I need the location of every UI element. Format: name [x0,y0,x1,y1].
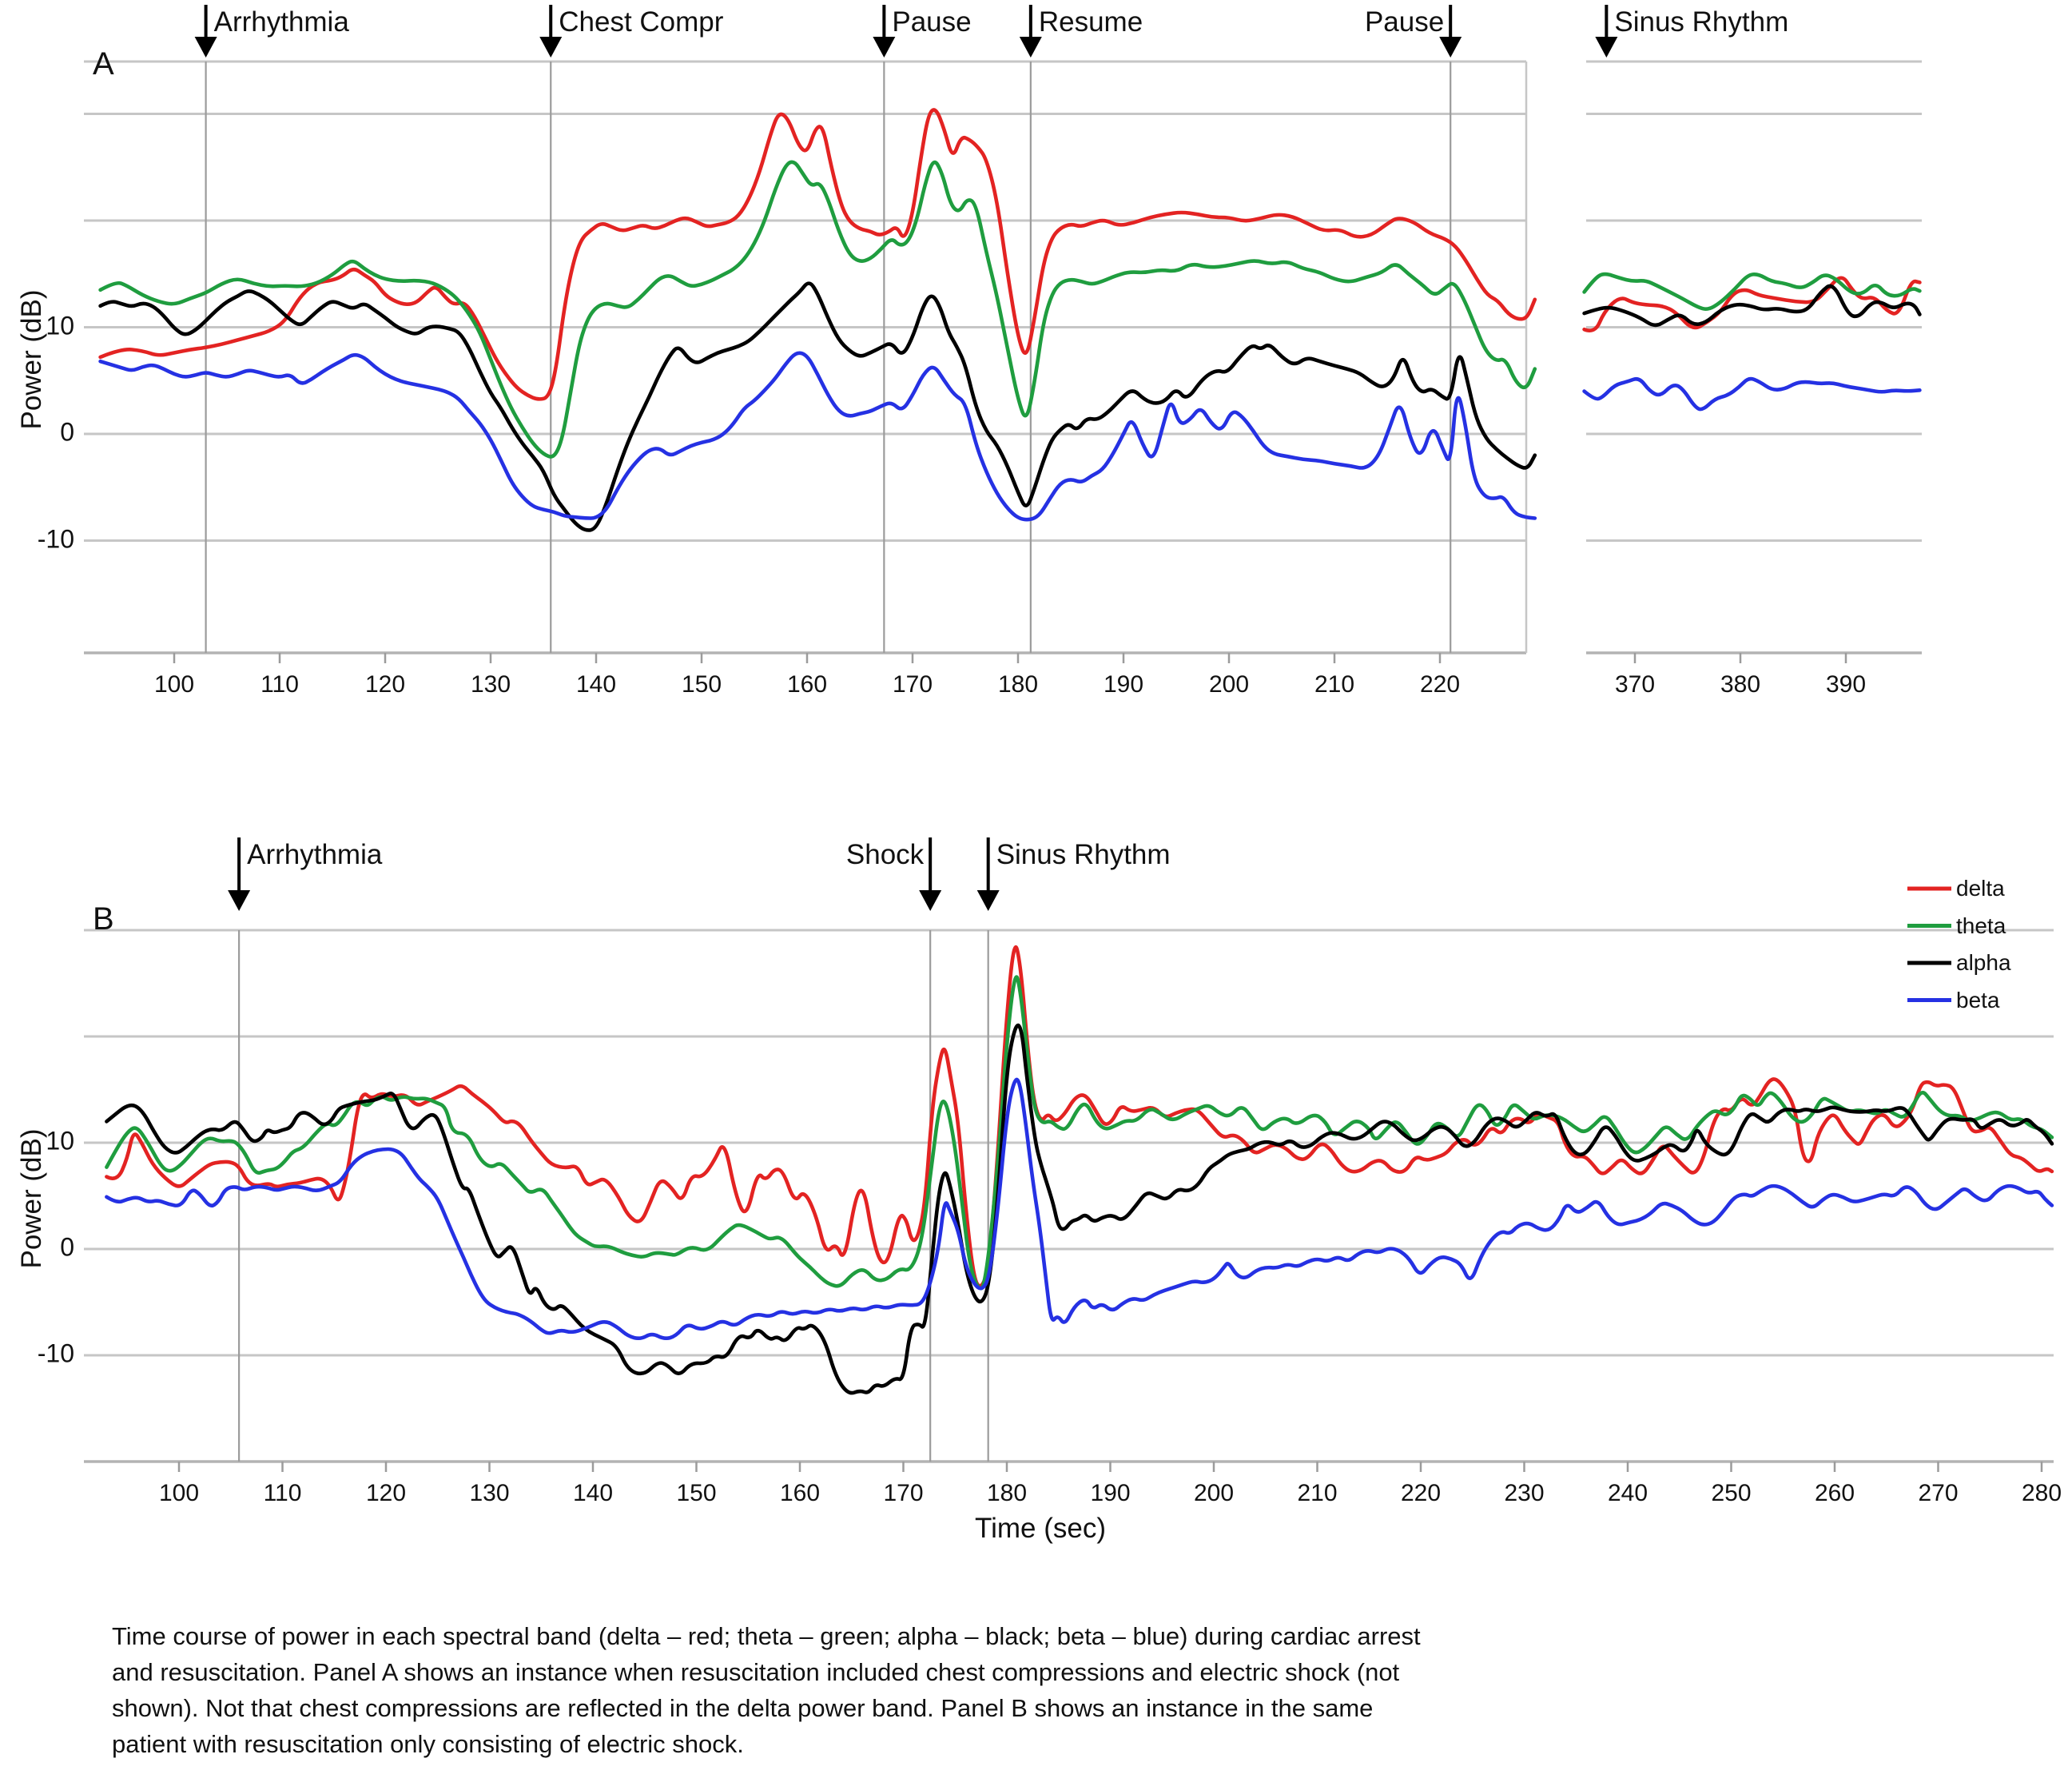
caption-line: and resuscitation. Panel A shows an inst… [112,1657,1400,1686]
y-tick-label: -10 [37,524,74,554]
event-annotation-sinus-rhythm: Sinus Rhythm [1614,6,1789,38]
x-tick-label: 210 [1314,671,1355,698]
event-annotation-pause: Pause [1364,6,1445,38]
legend-label-beta: beta [1956,987,2000,1012]
x-tick-label: 120 [364,671,406,698]
caption-line: Time course of power in each spectral ba… [112,1622,1421,1650]
x-tick-label: 140 [575,671,617,698]
x-tick-label: 230 [1504,1480,1545,1506]
x-tick-label: 210 [1297,1480,1338,1506]
caption-line: patient with resuscitation only consisti… [112,1729,744,1758]
x-tick-label: 110 [260,671,299,698]
x-tick-label: 160 [786,671,828,698]
x-tick-label: 370 [1614,671,1656,698]
x-tick-label: 160 [779,1480,821,1506]
y-tick-label: -10 [37,1339,74,1368]
x-tick-label: 110 [263,1480,302,1506]
panel-b-label: B [93,901,114,937]
y-tick-label: 10 [46,311,74,340]
x-tick-label: 150 [681,671,722,698]
figure-caption: Time course of power in each spectral ba… [112,1619,1421,1763]
x-tick-label: 140 [572,1480,614,1506]
legend-label-theta: theta [1956,913,2006,938]
x-tick-label: 190 [1103,671,1144,698]
x-tick-label: 120 [365,1480,407,1506]
x-tick-label: 270 [1918,1480,1959,1506]
event-annotation-shock: Shock [845,839,925,870]
event-annotation-resume: Resume [1038,6,1143,38]
x-tick-label: 220 [1400,1480,1442,1506]
event-annotation-chest-compr: Chest Compr [559,6,724,38]
caption-line: shown). Not that chest compressions are … [112,1693,1374,1722]
x-tick-label: 200 [1193,1480,1235,1506]
x-tick-label: 240 [1607,1480,1648,1506]
panel-a-label: A [93,46,114,82]
x-tick-label: 390 [1825,671,1867,698]
event-annotation-arrhythmia: Arrhythmia [213,6,349,38]
x-tick-label: 180 [986,1480,1028,1506]
x-tick-label: 380 [1720,671,1761,698]
x-tick-label: 100 [153,671,195,698]
x-tick-label: 130 [469,1480,510,1506]
x-tick-label: 130 [470,671,511,698]
x-tick-label: 150 [676,1480,717,1506]
y-tick-label: 0 [60,1232,74,1262]
x-tick-label: 100 [158,1480,200,1506]
event-annotation-sinus-rhythm: Sinus Rhythm [996,839,1171,870]
x-tick-label: 200 [1208,671,1250,698]
x-tick-label: 190 [1090,1480,1131,1506]
x-axis-title: Time (sec) [975,1513,1106,1544]
event-annotation-arrhythmia: Arrhythmia [247,839,383,870]
legend-label-alpha: alpha [1956,950,2011,975]
y-tick-label: 0 [60,417,74,447]
x-tick-label: 170 [883,1480,924,1506]
legend-label-delta: delta [1956,876,2005,901]
x-tick-label: 280 [2021,1480,2062,1506]
x-tick-label: 260 [1814,1480,1855,1506]
x-tick-label: 180 [997,671,1039,698]
x-tick-label: 170 [892,671,933,698]
x-tick-label: 220 [1419,671,1461,698]
x-tick-label: 250 [1711,1480,1752,1506]
event-annotation-pause: Pause [892,6,972,38]
y-tick-label: 10 [46,1126,74,1156]
